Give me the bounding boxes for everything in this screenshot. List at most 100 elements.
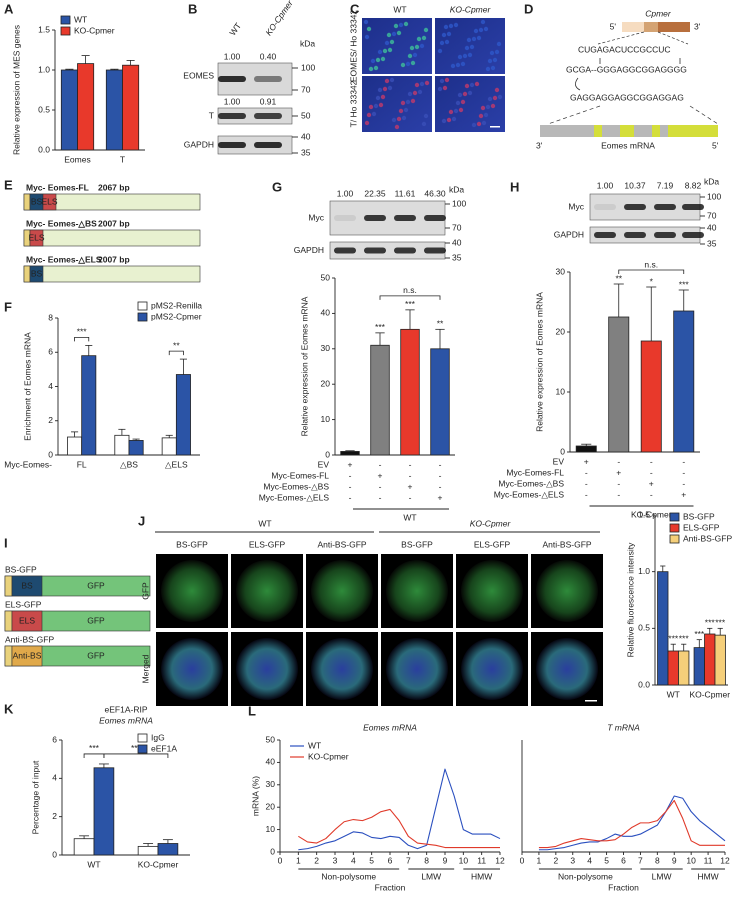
x-tick-label: 3 — [333, 855, 338, 865]
nucleus — [450, 63, 456, 69]
condition-sign: - — [585, 489, 588, 499]
x-tick-label: 2 — [314, 855, 319, 865]
bar — [128, 440, 144, 456]
guide-line — [597, 31, 689, 45]
y-tick-label: 20 — [556, 326, 566, 336]
size-marker: 40 — [707, 222, 717, 232]
legend-label: pMS2-Cpmer — [151, 311, 202, 321]
nucleus — [382, 86, 388, 92]
chart-subtitle: Eomes mRNA — [99, 715, 153, 725]
nucleus — [485, 104, 491, 110]
bar — [370, 344, 390, 456]
row-label: T/ Ho 33342 — [348, 80, 358, 127]
condition-sign: + — [584, 456, 589, 466]
nucleus — [485, 66, 491, 72]
band-quant: 1.00 — [224, 96, 241, 106]
band-name: GAPDH — [184, 139, 214, 149]
nucleus — [446, 117, 452, 123]
tag — [4, 645, 13, 667]
pairing-bracket — [575, 58, 681, 91]
band-quant: 11.61 — [395, 188, 416, 198]
size-marker: 35 — [707, 238, 717, 248]
y-tick-label: 6 — [48, 347, 53, 357]
column-label: ELS-GFP — [249, 539, 286, 549]
nucleus — [398, 108, 404, 114]
x-tick-label: 9 — [443, 855, 448, 865]
nucleus — [391, 117, 397, 123]
condition-sign: - — [650, 467, 653, 477]
significance: n.s. — [644, 259, 658, 269]
significance-bracket — [379, 295, 441, 300]
condition-sign: + — [348, 459, 353, 469]
column-label: ELS-GFP — [474, 539, 511, 549]
y-tick-label: 30 — [321, 343, 331, 353]
nucleus — [453, 22, 459, 28]
nucleus — [373, 103, 379, 109]
blot-band — [254, 113, 282, 119]
nucleus — [375, 57, 381, 63]
organoid — [236, 560, 298, 622]
band-quant: 1.00 — [337, 188, 354, 198]
panel-letter: J — [138, 513, 145, 528]
nucleus — [480, 19, 486, 25]
bar — [122, 64, 140, 151]
blot-band — [334, 215, 356, 221]
significance: *** — [89, 743, 100, 753]
construct — [23, 265, 201, 283]
x-tick-label: 1 — [537, 855, 542, 865]
nucleus — [423, 113, 429, 119]
nucleus — [419, 43, 425, 49]
x-tick-label: 6 — [621, 855, 626, 865]
construct-length: 2007 bp — [98, 254, 130, 264]
y-tick-label: 0.5 — [38, 104, 50, 114]
row-label: Merged — [140, 654, 150, 683]
y-tick-label: 0 — [560, 446, 565, 456]
significance: *** — [679, 633, 690, 643]
y-tick-label: 0 — [270, 846, 275, 856]
column-label: Anti-BS-GFP — [542, 539, 591, 549]
end-label: 5' — [712, 140, 719, 150]
element-label: BS — [31, 268, 43, 278]
y-tick-label: 50 — [266, 734, 276, 744]
x-tick-label: T — [120, 154, 125, 164]
group-label: HMW — [471, 871, 492, 881]
x-tick-label: KO-Cpmer — [689, 689, 730, 699]
row-label: GFP — [140, 582, 150, 600]
y-tick-label: 10 — [556, 386, 566, 396]
line-series — [298, 808, 500, 849]
nucleus — [455, 62, 461, 68]
nucleus — [407, 53, 413, 59]
nucleus — [375, 95, 381, 101]
legend-swatch — [137, 312, 148, 322]
x-tick-label: 5 — [369, 855, 374, 865]
nucleus — [437, 86, 443, 92]
element — [11, 575, 43, 597]
legend-label: WT — [74, 14, 87, 24]
element — [29, 229, 44, 247]
nucleus — [398, 22, 404, 28]
y-tick-label: 4 — [52, 773, 57, 783]
size-marker: 70 — [452, 222, 462, 232]
size-marker: 35 — [452, 252, 462, 262]
blot-band — [424, 247, 446, 254]
legend-label: BS-GFP — [683, 511, 715, 521]
nucleus — [371, 111, 377, 117]
construct-name: BS-GFP — [5, 564, 37, 574]
y-axis-label: Relative expression of Eomes mRNA — [299, 296, 309, 436]
nucleus — [421, 121, 427, 127]
organoid — [536, 560, 598, 622]
bar — [137, 845, 159, 856]
nucleus — [441, 32, 447, 38]
unit: kDa — [300, 38, 315, 48]
nucleus — [492, 95, 498, 101]
band-name: GAPDH — [294, 245, 324, 255]
condition-sign: + — [408, 481, 413, 491]
organoid — [386, 560, 448, 622]
x-tick-label: FL — [77, 459, 87, 469]
y-tick-label: 10 — [266, 824, 276, 834]
nucleus — [492, 57, 498, 63]
nucleus — [476, 121, 482, 127]
y-tick-label: 0.0 — [38, 144, 50, 154]
size-marker: 50 — [301, 110, 311, 120]
panel-letter: F — [4, 299, 12, 314]
